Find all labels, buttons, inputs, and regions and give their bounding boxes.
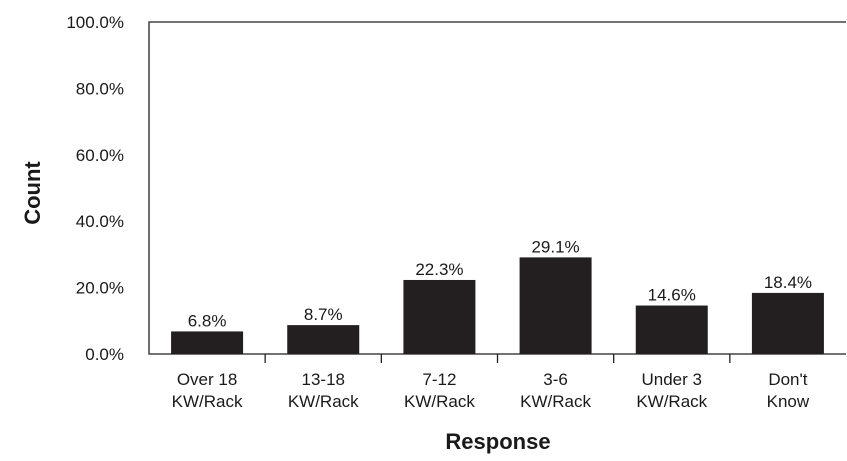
- x-tick-label: KW/Rack: [520, 392, 591, 411]
- data-label: 14.6%: [648, 286, 696, 305]
- x-tick-label: 3-6: [543, 370, 568, 389]
- x-tick-label: KW/Rack: [288, 392, 359, 411]
- y-tick-label: 100.0%: [66, 13, 124, 32]
- y-axis-title: Count: [20, 161, 45, 225]
- data-label: 18.4%: [764, 273, 812, 292]
- y-tick-label: 60.0%: [76, 146, 124, 165]
- y-tick-label: 40.0%: [76, 212, 124, 231]
- x-tick-label: Under 3: [642, 370, 702, 389]
- x-tick-label: KW/Rack: [636, 392, 707, 411]
- y-tick-label: 20.0%: [76, 279, 124, 298]
- bar: [403, 279, 476, 354]
- x-tick-label: 13-18: [302, 370, 345, 389]
- data-label: 6.8%: [188, 311, 227, 330]
- x-tick-label: KW/Rack: [172, 392, 243, 411]
- plot-frame: [148, 21, 846, 355]
- bar: [287, 325, 360, 354]
- bar: [751, 292, 824, 354]
- bar: [171, 331, 244, 354]
- y-tick-label: 80.0%: [76, 79, 124, 98]
- x-tick-label: Over 18: [177, 370, 237, 389]
- bar: [635, 305, 708, 354]
- y-tick-label: 0.0%: [85, 345, 124, 364]
- data-label: 29.1%: [531, 237, 579, 256]
- x-tick-label: Don't: [768, 370, 807, 389]
- data-label: 8.7%: [304, 305, 343, 324]
- plot-area: 0.0% 20.0% 40.0% 60.0% 80.0% 100.0% 6.8% Over 1…: [66, 13, 846, 411]
- x-axis-title: Response: [445, 429, 550, 454]
- x-tick-label: 7-12: [422, 370, 456, 389]
- x-tick-label: KW/Rack: [404, 392, 475, 411]
- data-label: 22.3%: [415, 260, 463, 279]
- x-tick-label: Know: [767, 392, 810, 411]
- bar: [519, 257, 592, 354]
